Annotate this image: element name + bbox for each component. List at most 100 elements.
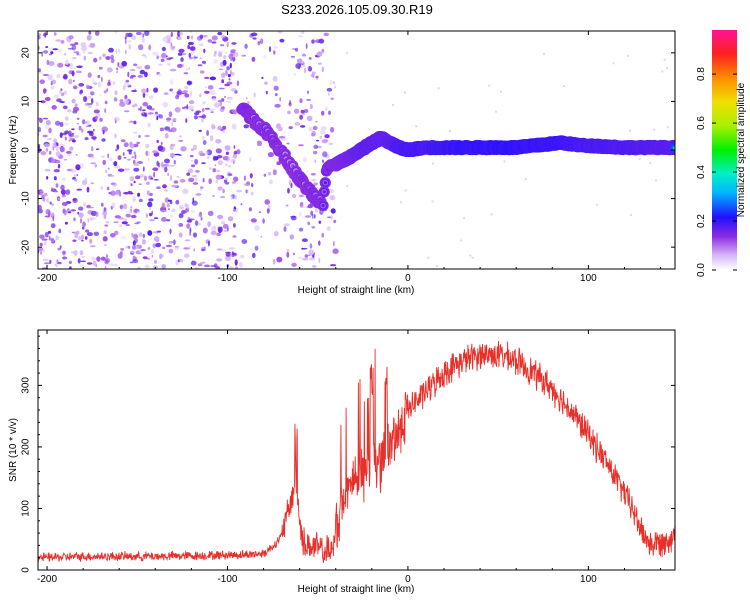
noise-speckle xyxy=(164,166,168,173)
ridge-point xyxy=(322,190,326,194)
noise-speckle xyxy=(42,258,49,262)
noise-speckle xyxy=(144,55,148,59)
y-tick-label: 200 xyxy=(21,438,32,455)
noise-speckle xyxy=(55,183,59,188)
noise-speckle xyxy=(67,109,72,113)
noise-speckle xyxy=(319,135,323,139)
noise-speckle xyxy=(286,142,290,145)
noise-speckle xyxy=(63,158,68,161)
noise-speckle xyxy=(181,210,186,214)
noise-speckle xyxy=(53,138,58,143)
noise-speckle xyxy=(102,159,106,165)
noise-speckle xyxy=(222,223,229,229)
snr-frame xyxy=(37,329,676,571)
noise-speckle xyxy=(56,148,58,152)
noise-speckle xyxy=(157,73,162,77)
x-tick-label: 0 xyxy=(405,574,411,585)
noise-speckle xyxy=(286,251,290,258)
noise-speckle xyxy=(206,130,210,136)
noise-speckle xyxy=(240,203,243,206)
y-tick-label: 20 xyxy=(21,47,32,59)
noise-speckle xyxy=(103,215,107,220)
noise-speckle xyxy=(147,230,153,236)
noise-speckle xyxy=(190,164,196,168)
noise-speckle xyxy=(44,168,51,172)
noise-speckle xyxy=(70,168,77,173)
noise-speckle xyxy=(175,94,180,100)
noise-speckle xyxy=(86,120,90,126)
noise-speckle xyxy=(134,175,141,180)
noise-speckle xyxy=(38,191,44,194)
x-tick-label: 100 xyxy=(580,273,597,284)
noise-speckle xyxy=(302,257,309,261)
noise-speckle xyxy=(144,31,150,36)
noise-speckle xyxy=(289,234,295,240)
noise-speckle xyxy=(201,162,206,165)
noise-speckle xyxy=(69,62,73,69)
spectrogram-plot-area xyxy=(38,31,675,269)
noise-speckle xyxy=(186,223,191,229)
noise-speckle xyxy=(188,177,195,183)
noise-speckle xyxy=(150,177,154,180)
noise-speckle xyxy=(222,156,229,161)
x-tick-label: -200 xyxy=(37,574,57,585)
noise-speckle xyxy=(70,209,76,212)
noise-speckle xyxy=(169,88,173,92)
noise-speckle xyxy=(431,200,434,203)
noise-speckle xyxy=(82,221,86,228)
noise-speckle xyxy=(272,169,277,176)
noise-speckle xyxy=(93,82,98,85)
noise-speckle xyxy=(144,113,148,118)
noise-speckle xyxy=(236,189,243,193)
noise-speckle xyxy=(260,38,264,45)
noise-speckle xyxy=(55,120,61,126)
noise-speckle xyxy=(207,39,213,43)
noise-speckle xyxy=(138,108,140,111)
noise-speckle xyxy=(161,46,166,52)
noise-speckle xyxy=(251,32,258,37)
noise-speckle xyxy=(96,256,101,262)
noise-speckle xyxy=(81,239,84,242)
noise-speckle xyxy=(308,257,315,261)
noise-speckle xyxy=(97,74,101,79)
noise-speckle xyxy=(95,101,99,107)
noise-speckle xyxy=(44,96,51,102)
noise-speckle xyxy=(313,182,318,186)
noise-speckle xyxy=(215,148,222,154)
noise-speckle xyxy=(321,232,325,238)
noise-speckle xyxy=(193,248,195,252)
noise-speckle xyxy=(60,40,65,44)
noise-speckle xyxy=(64,116,69,121)
noise-speckle xyxy=(47,230,52,234)
noise-speckle xyxy=(296,58,303,64)
noise-speckle xyxy=(268,171,271,176)
noise-speckle xyxy=(87,95,92,99)
noise-speckle xyxy=(53,169,60,173)
noise-speckle xyxy=(221,79,225,84)
noise-speckle xyxy=(105,221,110,224)
noise-speckle xyxy=(141,88,147,94)
noise-speckle xyxy=(287,187,290,194)
noise-speckle xyxy=(104,108,107,113)
noise-speckle xyxy=(83,96,88,102)
noise-speckle xyxy=(113,97,118,102)
noise-speckle xyxy=(55,39,61,42)
noise-speckle xyxy=(87,51,94,55)
noise-speckle xyxy=(311,226,316,229)
noise-speckle xyxy=(437,87,440,90)
noise-speckle xyxy=(73,79,75,82)
noise-speckle xyxy=(84,137,89,141)
noise-speckle xyxy=(274,103,281,108)
noise-speckle xyxy=(301,247,308,250)
noise-speckle xyxy=(302,156,308,163)
noise-speckle xyxy=(216,232,221,237)
noise-speckle xyxy=(91,146,94,152)
noise-speckle xyxy=(273,85,279,91)
colorbar-tick-label: 0.4 xyxy=(696,165,707,179)
noise-speckle xyxy=(177,52,183,56)
colorbar-gradient xyxy=(712,30,737,270)
noise-speckle xyxy=(46,176,49,180)
noise-speckle xyxy=(299,114,303,120)
x-tick-label: -100 xyxy=(217,574,237,585)
noise-speckle xyxy=(58,228,62,234)
